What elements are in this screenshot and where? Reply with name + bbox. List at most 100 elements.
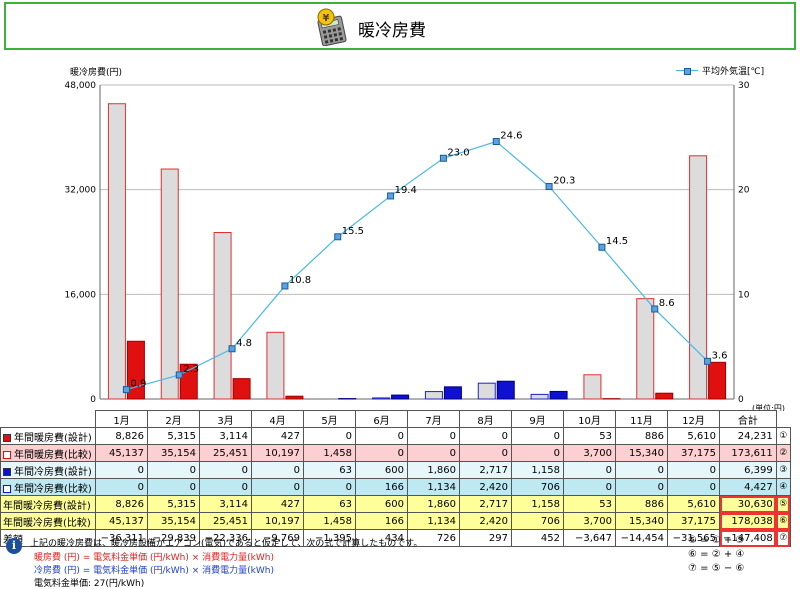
bar-heating-comparison (690, 156, 707, 399)
temperature-data-label: 20.3 (553, 176, 575, 187)
table-cell: 45,137 (96, 513, 148, 530)
table-cell: 0 (616, 462, 668, 479)
row-total: 173,611 (720, 445, 777, 462)
month-header: 3月 (200, 411, 252, 428)
table-cell: 0 (252, 479, 304, 496)
row-total: 178,038 (720, 513, 777, 530)
table-cell: 166 (356, 513, 408, 530)
table-cell: 0 (668, 462, 720, 479)
table-cell: 3,114 (200, 496, 252, 513)
row-mark: ③ (776, 462, 790, 479)
bar-heating-comparison (267, 332, 284, 399)
table-cell: 452 (512, 530, 564, 547)
row-label-text: 年間暖房費(比較) (14, 450, 92, 461)
table-cell: 3,700 (564, 445, 616, 462)
bar-cooling-design (550, 391, 567, 399)
row-label: 年間暖房費(比較) (1, 445, 96, 462)
bar-heating-comparison (108, 104, 125, 399)
table-cell: 0 (408, 428, 460, 445)
table-cell: 1,158 (512, 496, 564, 513)
formula-5: ⑤ = ① + ③ (688, 535, 744, 546)
row-label: 年間冷房費(設計) (1, 462, 96, 479)
row-label-text: 年間暖冷房費(設計) (3, 501, 91, 512)
table-cell: 1,158 (512, 462, 564, 479)
table-cell: 5,610 (668, 428, 720, 445)
row-label-text: 年間冷房費(比較) (14, 484, 92, 495)
table-cell: 53 (564, 496, 616, 513)
table-cell: 25,451 (200, 445, 252, 462)
row-total: 6,399 (720, 462, 777, 479)
formula-7: ⑦ = ⑤ − ⑥ (688, 563, 744, 574)
table-cell: 35,154 (148, 445, 200, 462)
series-swatch-icon (3, 451, 11, 459)
table-cell: 1,860 (408, 462, 460, 479)
table-cell: 10,197 (252, 513, 304, 530)
table-cell: 427 (252, 496, 304, 513)
y2-tick-label: 30 (738, 81, 750, 91)
note-electric-rate: 電気料金単価: 27(円/kWh) (34, 576, 144, 589)
temperature-data-label: 19.4 (395, 185, 417, 196)
temperature-point (335, 234, 341, 240)
table-cell: −3,647 (564, 530, 616, 547)
temperature-data-label: 0.9 (130, 379, 146, 390)
table-cell: 0 (616, 479, 668, 496)
bar-cooling-comparison (478, 383, 495, 399)
table-cell: 2,717 (460, 496, 512, 513)
month-header: 5月 (304, 411, 356, 428)
bar-heating-design (286, 396, 303, 399)
temperature-point (599, 244, 605, 250)
table-cell: 1,134 (408, 513, 460, 530)
table-cell: 0 (304, 479, 356, 496)
temperature-data-label: 4.8 (236, 338, 252, 349)
bar-cooling-design (497, 381, 514, 399)
y2-tick-label: 10 (738, 290, 750, 300)
month-header: 10月 (564, 411, 616, 428)
temperature-point (493, 139, 499, 145)
table-cell: 0 (512, 445, 564, 462)
table-cell: 0 (460, 428, 512, 445)
y-tick-label: 32,000 (65, 186, 97, 196)
temperature-data-label: 10.8 (289, 275, 311, 286)
table-cell: 37,175 (668, 445, 720, 462)
bar-heating-design (656, 393, 673, 399)
series-swatch-icon (3, 468, 11, 476)
table-cell: 5,315 (148, 428, 200, 445)
table-cell: 10,197 (252, 445, 304, 462)
bar-heating-design (709, 362, 726, 399)
table-cell: 2,717 (460, 462, 512, 479)
temperature-point (546, 184, 552, 190)
heating-cooling-chart: 016,00032,00048,00001020300.92.34.810.81… (0, 60, 800, 410)
month-header: 8月 (460, 411, 512, 428)
note-cooling-formula: 冷房費 (円) = 電気料金単価 (円/kWh) × 消費電力量(kWh) (34, 563, 274, 576)
formula-6: ⑥ = ② + ④ (688, 549, 744, 560)
row-mark: ⑥ (776, 513, 790, 530)
bar-heating-design (127, 341, 144, 399)
month-header: 6月 (356, 411, 408, 428)
row-mark: ④ (776, 479, 790, 496)
table-cell: 0 (668, 479, 720, 496)
y-tick-label: 0 (90, 395, 96, 405)
svg-text:¥: ¥ (323, 13, 330, 24)
table-cell: 0 (96, 462, 148, 479)
table-cell: 8,826 (96, 496, 148, 513)
table-cell: 1,134 (408, 479, 460, 496)
table-cell: 0 (460, 445, 512, 462)
table-cell: 0 (512, 428, 564, 445)
temperature-point (705, 358, 711, 364)
table-cell: 886 (616, 496, 668, 513)
note-line-1: 上記の暖冷房費は、暖冷房設備がエアコン(電気)であると仮定して、次の式で計算した… (30, 536, 422, 549)
table-cell: 0 (408, 445, 460, 462)
table-corner (1, 411, 96, 428)
temperature-point (282, 283, 288, 289)
row-label: 年間暖冷房費(設計) (1, 496, 96, 513)
table-cell: 2,420 (460, 479, 512, 496)
month-header: 1月 (96, 411, 148, 428)
bar-cooling-design (444, 387, 461, 399)
temperature-point (123, 387, 129, 393)
table-cell: 600 (356, 462, 408, 479)
temperature-data-label: 15.5 (342, 226, 364, 237)
